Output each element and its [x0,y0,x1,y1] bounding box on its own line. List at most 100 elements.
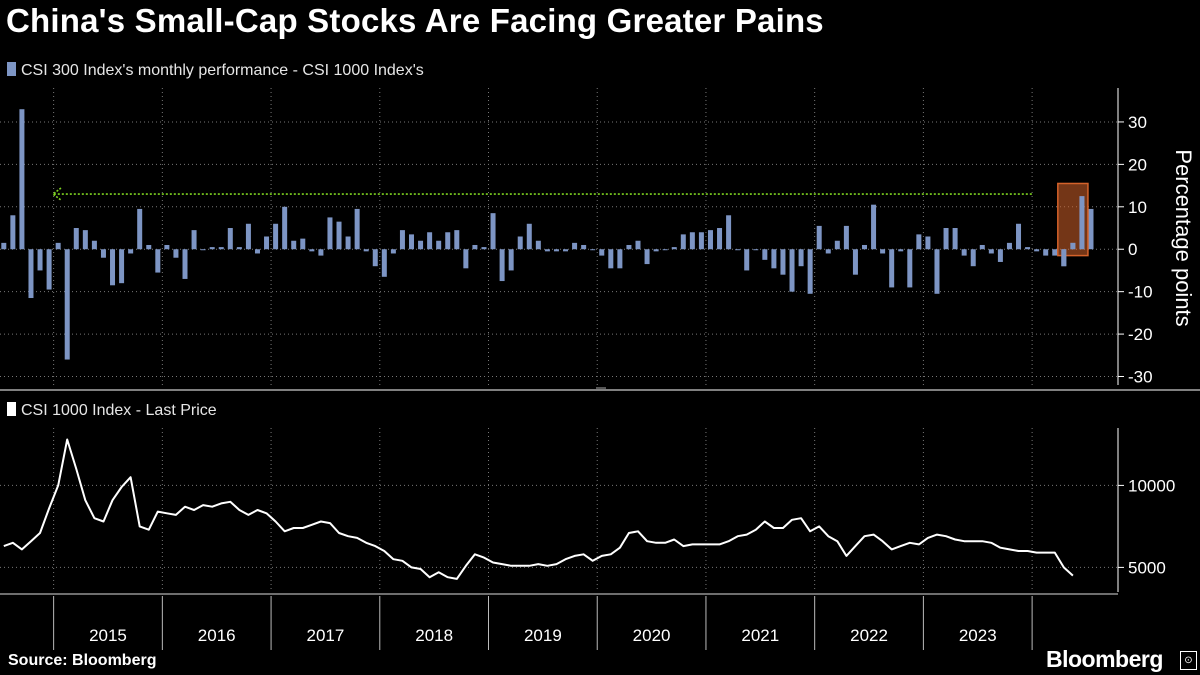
bar [19,109,25,250]
bar [581,244,587,250]
bar [336,221,342,250]
highlighted-bar [1061,249,1067,267]
x-tick-label: 2018 [415,626,453,645]
chart-title: China's Small-Cap Stocks Are Facing Grea… [6,2,824,39]
bar-y-tick-label: 10 [1128,198,1147,217]
bar [318,249,324,256]
bar [327,217,333,250]
x-tick-label: 2023 [959,626,997,645]
bar [128,249,134,254]
axes: 30 20 10 0 -10 -20 -30 10000 5000 2015 2016 2017 201… [0,88,1200,650]
bar-y-tick-label: 0 [1128,240,1137,259]
bar [1034,249,1040,252]
bar [418,240,424,250]
bar [372,249,378,267]
bar [1,242,7,250]
bar [345,236,351,250]
bar [825,249,831,254]
bar [300,238,306,250]
bar [463,249,469,269]
bloomberg-logo: Bloomberg [1046,646,1163,672]
line-legend-label: CSI 1000 Index - Last Price [21,402,217,419]
bar [590,249,596,251]
bar [563,249,569,252]
bar-y-tick-label: 30 [1128,113,1147,132]
bar [155,249,161,273]
bar [472,244,478,250]
bar [943,228,949,250]
bar [952,228,958,250]
highlighted-bar [1079,196,1085,250]
bar [798,249,804,267]
line-y-tick-label: 10000 [1128,476,1175,495]
bar [1088,208,1094,250]
bar [454,230,460,250]
bar [970,249,976,267]
bar [771,249,777,269]
bar [28,249,34,299]
bar [898,249,904,252]
bar [789,249,795,292]
bar [245,223,251,250]
bar [164,244,170,250]
bar [997,249,1003,262]
x-tick-label: 2019 [524,626,562,645]
x-tick-label: 2015 [89,626,127,645]
bar [37,249,43,271]
bar [572,242,578,250]
bar [1016,223,1022,250]
bar [843,225,849,250]
bar [1043,249,1049,256]
bar [273,223,279,250]
bar [1052,249,1058,256]
bar [653,249,659,252]
highlighted-bar [1070,242,1076,250]
bar [236,247,242,250]
bar [191,230,197,250]
bar [254,249,260,254]
bar [726,215,732,250]
bar [916,234,922,250]
bar [744,249,750,271]
bar [381,249,387,277]
x-tick-label: 2021 [741,626,779,645]
bar [925,236,931,250]
bar [780,249,786,275]
bar [291,240,297,250]
bar [436,240,442,250]
bar-legend: CSI 300 Index's monthly performance - CS… [7,62,424,80]
bar [110,249,116,286]
source-note: Source: Bloomberg [8,652,157,669]
bar [852,249,858,275]
bar [689,232,695,250]
bar [753,249,759,251]
bar [282,206,288,250]
bar [535,240,541,250]
bar [1025,247,1031,250]
bar [961,249,967,256]
bar [635,240,641,250]
bar [200,249,206,251]
price-line [3,438,1074,580]
y-axis-label: Percentage points [1171,149,1196,326]
bar [209,247,215,250]
bar [671,247,677,250]
bar [119,249,125,284]
bar [807,249,813,294]
bar [445,232,451,250]
terminal-icon: ⊙ [1180,651,1197,670]
x-tick-label: 2016 [198,626,236,645]
bar [544,249,550,252]
bar [517,236,523,250]
bar [662,249,668,251]
bar [218,247,224,250]
bar [409,234,414,250]
bar [46,249,52,290]
bar [146,244,152,250]
x-tick-label: 2022 [850,626,888,645]
bar [834,240,840,250]
bar [862,244,867,250]
bar [354,208,360,250]
bar [227,228,233,250]
bar [979,244,985,250]
